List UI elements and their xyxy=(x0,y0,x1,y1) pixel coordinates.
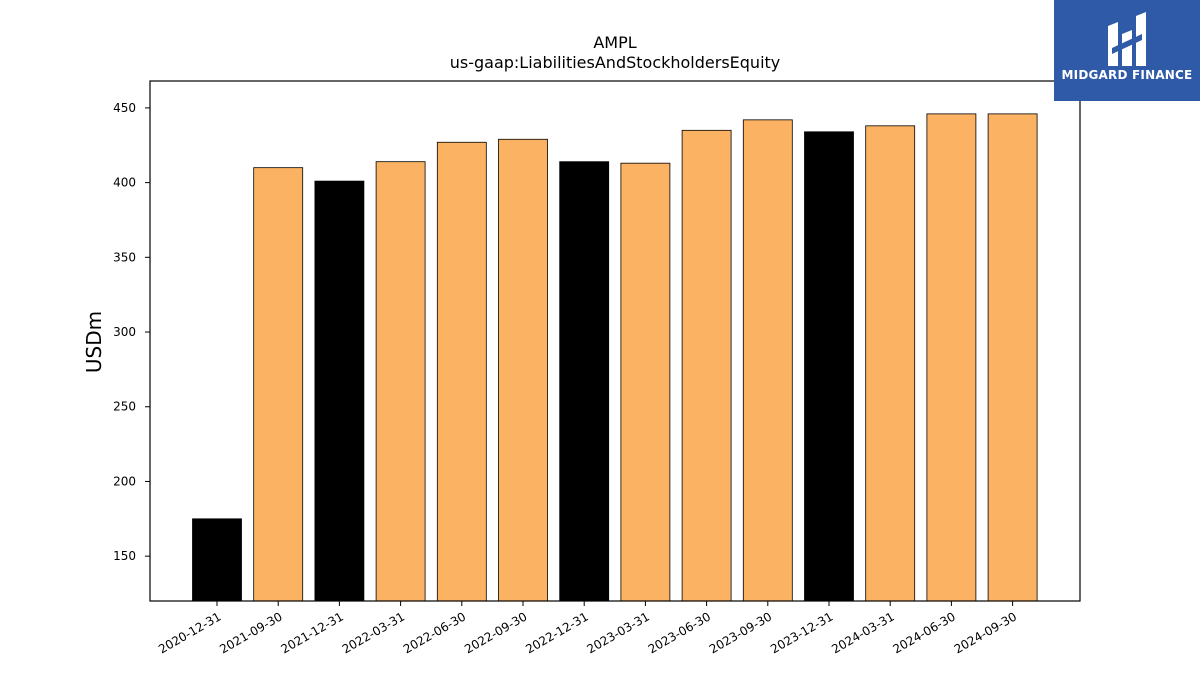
y-tick-label: 450 xyxy=(113,101,136,115)
bar-2020-12-31 xyxy=(193,519,242,601)
bar-2023-03-31 xyxy=(621,163,670,601)
bar-2023-09-30 xyxy=(743,120,792,601)
bar-2022-06-30 xyxy=(437,142,486,601)
chart-title: AMPL xyxy=(593,33,636,52)
x-tick-label: 2021-09-30 xyxy=(217,609,284,656)
bar-2022-12-31 xyxy=(560,162,609,601)
bar-2022-09-30 xyxy=(499,139,548,601)
x-tick-label: 2020-12-31 xyxy=(156,609,223,656)
x-tick-label: 2024-09-30 xyxy=(952,609,1019,656)
y-axis-label: USDm xyxy=(82,311,106,373)
x-tick-label: 2023-03-31 xyxy=(584,609,651,656)
x-axis: 2020-12-312021-09-302021-12-312022-03-31… xyxy=(156,601,1019,656)
x-tick-label: 2022-06-30 xyxy=(401,609,468,656)
x-tick-label: 2024-06-30 xyxy=(890,609,957,656)
y-tick-label: 150 xyxy=(113,549,136,563)
y-axis: 150 200 250 300 350 400 450 xyxy=(113,101,150,563)
x-tick-label: 2022-09-30 xyxy=(462,609,529,656)
x-tick-label: 2022-12-31 xyxy=(523,609,590,656)
x-tick-label: 2023-12-31 xyxy=(768,609,835,656)
bar-2023-06-30 xyxy=(682,130,731,601)
x-tick-label: 2022-03-31 xyxy=(340,609,407,656)
bars-group xyxy=(193,114,1038,601)
bar-2024-06-30 xyxy=(927,114,976,601)
bar-chart: AMPL us-gaap:LiabilitiesAndStockholdersE… xyxy=(0,0,1200,675)
y-tick-label: 400 xyxy=(113,176,136,190)
y-tick-label: 300 xyxy=(113,325,136,339)
bar-2021-09-30 xyxy=(254,168,303,601)
logo-text: MIDGARD FINANCE xyxy=(1054,68,1200,82)
brand-logo: MIDGARD FINANCE xyxy=(1054,0,1200,101)
x-tick-label: 2024-03-31 xyxy=(829,609,896,656)
x-tick-label: 2021-12-31 xyxy=(278,609,345,656)
y-tick-label: 350 xyxy=(113,250,136,264)
chart-subtitle: us-gaap:LiabilitiesAndStockholdersEquity xyxy=(450,53,781,72)
x-tick-label: 2023-09-30 xyxy=(707,609,774,656)
bar-2023-12-31 xyxy=(805,132,854,601)
bar-2021-12-31 xyxy=(315,181,364,601)
bar-2024-03-31 xyxy=(866,126,915,601)
logo-mark-icon xyxy=(1102,8,1152,68)
bar-2024-09-30 xyxy=(988,114,1037,601)
y-tick-label: 250 xyxy=(113,400,136,414)
bar-2022-03-31 xyxy=(376,162,425,601)
x-tick-label: 2023-06-30 xyxy=(646,609,713,656)
y-tick-label: 200 xyxy=(113,474,136,488)
